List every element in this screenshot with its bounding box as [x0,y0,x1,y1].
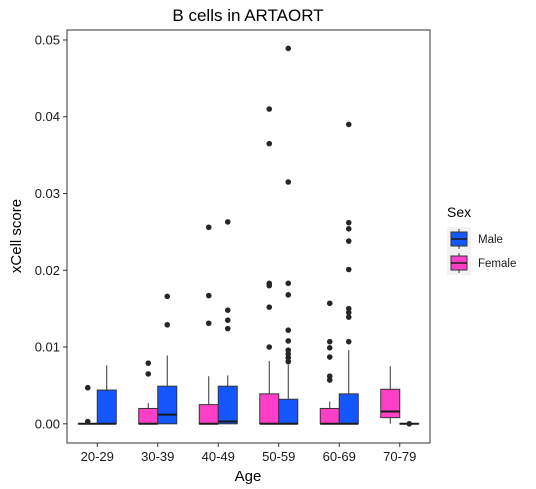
series-male [96,45,420,427]
x-axis-title: Age [235,468,262,485]
outlier-point [164,321,171,328]
outlier-point [326,377,333,383]
x-tick-label: 50-59 [262,449,295,464]
outlier-point [326,338,333,345]
y-tick-label: 0.03 [35,186,60,201]
outlier-point [266,282,273,289]
outlier-point [285,354,292,361]
box-female-20-29 [77,384,98,425]
legend-item-female: Female [447,251,516,275]
outlier-point [84,384,91,391]
outlier-point [285,280,292,287]
y-tick-label: 0.05 [35,32,60,47]
box-iqr [217,385,238,425]
outlier-point [345,238,352,244]
box-male-70-79 [399,421,420,427]
outlier-point [285,45,292,52]
box-series [77,45,420,427]
box-iqr [319,407,340,425]
outlier-point [266,140,273,147]
outlier-point [285,351,292,357]
x-tick-label: 60-69 [323,449,356,464]
outlier-point [224,307,231,313]
y-axis-title: xCell score [8,199,25,273]
box-female-70-79 [380,366,401,424]
outlier-point [345,305,352,312]
outlier-point [266,106,273,112]
box-iqr [96,389,117,425]
outlier-point [164,293,171,300]
box-male-20-29 [96,365,117,425]
outlier-point [224,325,231,332]
box-iqr [138,407,159,425]
box-female-40-49 [198,224,219,425]
plot-panel [66,29,431,444]
outlier-point [224,219,231,225]
y-tick-label: 0.01 [35,340,60,355]
box-iqr [278,398,299,425]
x-tick-label: 20-29 [81,449,114,464]
outlier-point [285,347,292,353]
box-male-30-39 [157,293,178,425]
outlier-point [345,266,352,273]
box-male-50-59 [278,45,299,425]
outlier-point [326,300,333,307]
box-female-60-69 [319,300,340,425]
box-male-60-69 [338,121,359,425]
outlier-point [285,358,292,365]
outlier-point [266,304,273,310]
outlier-point [285,292,292,298]
outlier-point [326,345,333,351]
chart-title: B cells in ARTAORT [172,6,323,25]
outlier-point [326,354,333,360]
x-tick-label: 30-39 [141,449,174,464]
outlier-point [285,338,292,344]
box-female-50-59 [259,106,280,425]
x-tick-label: 40-49 [202,449,235,464]
box-iqr [338,393,359,425]
outlier-point [84,418,91,425]
outlier-point [205,320,212,327]
outlier-point [285,179,292,185]
outlier-point [145,371,152,377]
outlier-point [205,224,212,231]
y-tick-label: 0.04 [35,109,60,124]
outlier-point [345,121,352,128]
outlier-point [345,338,352,345]
outlier-point [285,327,292,333]
y-tick-label: 0.00 [35,416,60,431]
box-iqr [198,404,219,425]
series-female [77,106,401,425]
legend: Sex Male Female [447,204,516,275]
box-iqr [380,388,401,419]
outlier-point [326,373,333,380]
legend-item-male: Male [447,227,503,251]
box-male-40-49 [217,219,238,425]
outlier-point [345,226,352,232]
outlier-point [224,317,231,323]
legend-label: Male [478,234,503,246]
outlier-point [345,309,352,316]
legend-label: Female [478,258,516,270]
outlier-point [145,360,152,366]
x-axis: 20-29 30-39 40-49 50-59 60-69 70-79 [81,443,416,464]
legend-title: Sex [447,204,471,220]
outlier-point [345,219,352,226]
outlier-point [406,421,413,427]
y-axis: 0.00 0.01 0.02 0.03 0.04 0.05 [35,32,67,431]
box-iqr [259,393,280,425]
x-tick-label: 70-79 [383,449,416,464]
outlier-point [205,292,212,299]
box-female-30-39 [138,360,159,425]
outlier-point [345,314,352,320]
y-tick-label: 0.02 [35,263,60,278]
box-iqr [157,385,178,425]
outlier-point [266,344,273,350]
